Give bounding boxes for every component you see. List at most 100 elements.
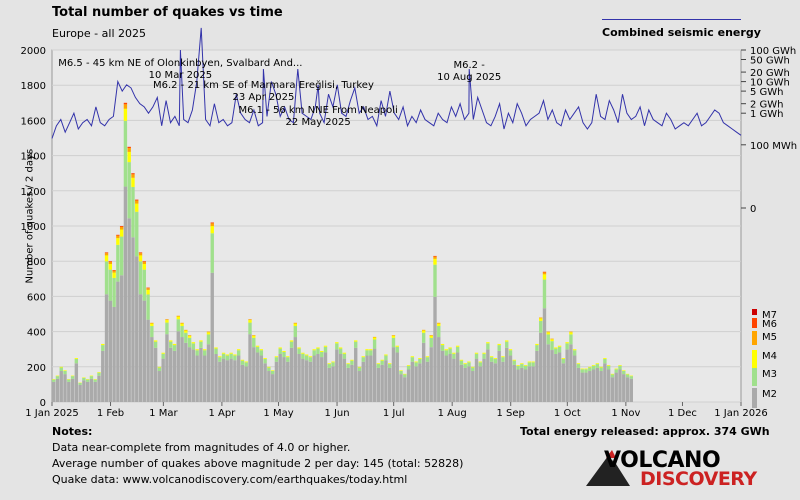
- bar-segment: [523, 365, 528, 370]
- legend-label: M3: [762, 369, 777, 380]
- x-tick-label: 1 Sep: [497, 408, 525, 419]
- bar-segment: [206, 332, 211, 335]
- bar-segment: [112, 306, 116, 402]
- bar-segment: [184, 329, 188, 331]
- bar-segment: [346, 367, 350, 402]
- bar-segment: [316, 348, 320, 354]
- bar-segment: [486, 349, 490, 402]
- bar-segment: [614, 369, 618, 373]
- bar-segment: [372, 339, 377, 349]
- bar-segment: [289, 347, 294, 402]
- bar-segment: [391, 337, 396, 348]
- bar-segment: [199, 340, 203, 342]
- bar-segment: [138, 261, 143, 295]
- bar-segment: [229, 352, 233, 354]
- bar-segment: [150, 323, 154, 326]
- legend-swatch: [752, 388, 757, 408]
- x-tick-label: 1 Jan 2025: [25, 408, 79, 419]
- bar-segment: [316, 347, 320, 349]
- bar-segment: [410, 356, 415, 358]
- bar-segment: [433, 256, 437, 259]
- bar-segment: [520, 363, 524, 365]
- bar-segment: [554, 348, 558, 354]
- bar-segment: [55, 378, 60, 402]
- bar-segment: [588, 366, 592, 368]
- bar-segment: [414, 361, 418, 363]
- bar-segment: [104, 294, 109, 402]
- bar-segment: [112, 270, 116, 273]
- bar-segment: [338, 353, 343, 402]
- bar-segment: [119, 275, 124, 402]
- bar-segment: [101, 343, 105, 346]
- energy-tick-label: 5 GWh: [750, 87, 784, 98]
- bar-segment: [282, 350, 286, 352]
- bar-segment: [52, 379, 56, 382]
- bar-segment: [595, 364, 600, 368]
- bar-segment: [59, 366, 63, 368]
- bar-segment: [218, 361, 222, 402]
- bar-segment: [421, 332, 426, 343]
- bar-segment: [535, 350, 539, 402]
- bar-segment: [52, 381, 56, 402]
- bar-segment: [89, 376, 94, 379]
- bar-segment: [108, 261, 113, 265]
- bar-segment: [467, 362, 471, 367]
- y-tick-label: 600: [27, 292, 46, 303]
- bar-segment: [161, 352, 165, 354]
- bar-segment: [131, 237, 135, 402]
- bar-segment: [421, 330, 426, 333]
- bar-segment: [161, 353, 165, 359]
- bar-segment: [406, 369, 411, 402]
- bar-segment: [550, 341, 554, 351]
- bar-segment: [203, 350, 207, 356]
- bar-segment: [63, 374, 67, 402]
- bar-segment: [123, 102, 128, 105]
- bar-segment: [403, 374, 407, 378]
- bar-segment: [199, 341, 203, 348]
- energy-tick-label: 0: [750, 204, 756, 215]
- bar-segment: [606, 365, 611, 370]
- bar-segment: [221, 353, 226, 359]
- bar-segment: [474, 352, 479, 354]
- bar-segment: [474, 358, 479, 402]
- bar-segment: [497, 350, 501, 402]
- bar-segment: [516, 369, 520, 402]
- bar-segment: [384, 355, 388, 361]
- bar-segment: [248, 320, 252, 323]
- bar-segment: [191, 342, 196, 344]
- notes-title: Notes:: [52, 425, 93, 438]
- bar-segment: [399, 370, 403, 371]
- bar-segment: [448, 353, 452, 402]
- x-tick-label: 1 Jun: [324, 408, 349, 419]
- bar-segment: [365, 355, 369, 402]
- bar-segment: [437, 337, 441, 402]
- bar-segment: [565, 349, 569, 402]
- bar-segment: [561, 358, 566, 364]
- bar-segment: [369, 349, 373, 351]
- x-tick-label: 1 Dec: [668, 408, 697, 419]
- bar-segment: [418, 363, 422, 402]
- total-energy: Total energy released: approx. 374 GWh: [520, 425, 770, 438]
- bar-segment: [429, 335, 433, 338]
- bar-segment: [135, 200, 139, 204]
- bar-segment: [622, 370, 626, 371]
- bar-segment: [520, 364, 524, 368]
- bar-segment: [135, 211, 139, 257]
- bar-segment: [236, 350, 241, 356]
- bar-segment: [501, 357, 505, 362]
- bar-segment: [531, 362, 535, 367]
- bar-segment: [108, 300, 113, 402]
- notes-line-2: Average number of quakes above magnitude…: [52, 457, 464, 470]
- bar-segment: [206, 344, 211, 402]
- bar-segment: [187, 337, 192, 348]
- bar-segment: [169, 340, 173, 342]
- bar-segment: [618, 365, 622, 370]
- x-tick-label: 1 Nov: [611, 408, 640, 419]
- bar-segment: [433, 258, 437, 265]
- energy-tick-label: 2 GWh: [750, 100, 784, 111]
- bar-segment: [410, 361, 415, 402]
- x-tick-label: 1 Aug: [438, 408, 467, 419]
- bar-segment: [286, 361, 290, 402]
- bar-segment: [440, 350, 445, 402]
- bar-segment: [512, 364, 516, 402]
